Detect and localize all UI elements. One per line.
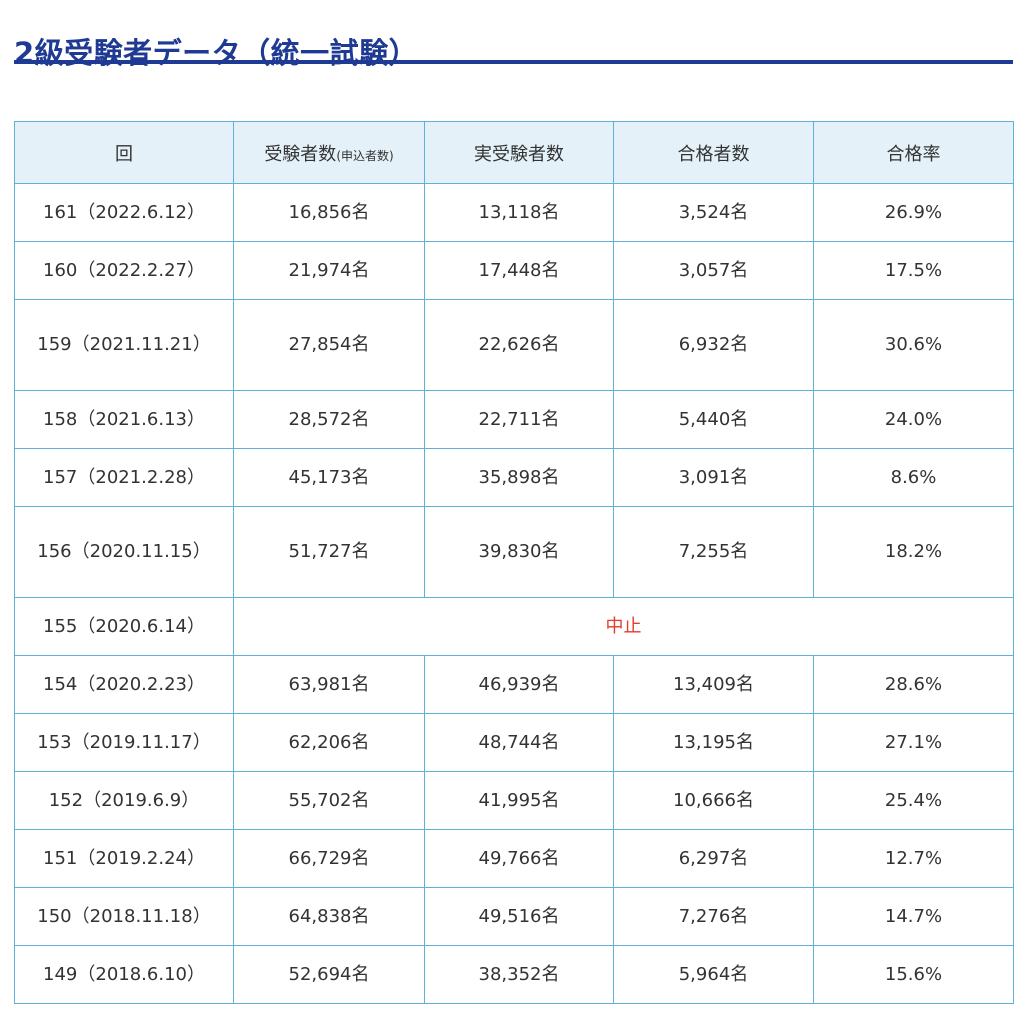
header-applicants-note: (申込者数) [336, 148, 394, 163]
table-row: 154（2020.2.23） 63,981名 46,939名 13,409名 2… [14, 655, 1014, 714]
cell-applicants: 51,727名 [233, 506, 425, 598]
cell-examinees: 22,711名 [424, 390, 614, 449]
cell-round: 152（2019.6.9） [14, 771, 234, 830]
table-row: 153（2019.11.17） 62,206名 48,744名 13,195名 … [14, 713, 1014, 772]
cell-rate: 25.4% [813, 771, 1014, 830]
cell-round: 154（2020.2.23） [14, 655, 234, 714]
cell-round: 157（2021.2.28） [14, 448, 234, 507]
cell-examinees: 49,766名 [424, 829, 614, 888]
cell-examinees: 39,830名 [424, 506, 614, 598]
cell-rate: 18.2% [813, 506, 1014, 598]
cell-round: 151（2019.2.24） [14, 829, 234, 888]
cell-round: 159（2021.11.21） [14, 299, 234, 391]
cell-passers: 6,932名 [613, 299, 814, 391]
table-row: 159（2021.11.21） 27,854名 22,626名 6,932名 3… [14, 299, 1014, 391]
cancelled-label: 中止 [233, 597, 1014, 656]
cell-round: 160（2022.2.27） [14, 241, 234, 300]
cell-round: 150（2018.11.18） [14, 887, 234, 946]
cell-applicants: 52,694名 [233, 945, 425, 1004]
table-row: 150（2018.11.18） 64,838名 49,516名 7,276名 1… [14, 887, 1014, 946]
cell-examinees: 17,448名 [424, 241, 614, 300]
cell-rate: 17.5% [813, 241, 1014, 300]
cell-passers: 7,276名 [613, 887, 814, 946]
cell-examinees: 13,118名 [424, 183, 614, 242]
cell-passers: 3,091名 [613, 448, 814, 507]
table-row: 149（2018.6.10） 52,694名 38,352名 5,964名 15… [14, 945, 1014, 1004]
cell-rate: 15.6% [813, 945, 1014, 1004]
table-row: 157（2021.2.28） 45,173名 35,898名 3,091名 8.… [14, 448, 1014, 507]
cell-rate: 24.0% [813, 390, 1014, 449]
table-header-row: 回 受験者数(申込者数) 実受験者数 合格者数 合格率 [14, 121, 1014, 184]
header-passers: 合格者数 [613, 121, 814, 184]
cell-applicants: 16,856名 [233, 183, 425, 242]
cell-rate: 14.7% [813, 887, 1014, 946]
table-row: 160（2022.2.27） 21,974名 17,448名 3,057名 17… [14, 241, 1014, 300]
cell-round: 155（2020.6.14） [14, 597, 234, 656]
cell-applicants: 63,981名 [233, 655, 425, 714]
page-title: 2級受験者データ（統一試験） [14, 36, 419, 71]
cell-rate: 30.6% [813, 299, 1014, 391]
cell-passers: 3,524名 [613, 183, 814, 242]
header-examinees: 実受験者数 [424, 121, 614, 184]
cell-applicants: 62,206名 [233, 713, 425, 772]
cell-round: 156（2020.11.15） [14, 506, 234, 598]
table-row: 156（2020.11.15） 51,727名 39,830名 7,255名 1… [14, 506, 1014, 598]
cell-examinees: 49,516名 [424, 887, 614, 946]
cell-rate: 12.7% [813, 829, 1014, 888]
table-row: 161（2022.6.12） 16,856名 13,118名 3,524名 26… [14, 183, 1014, 242]
cell-passers: 10,666名 [613, 771, 814, 830]
cell-applicants: 27,854名 [233, 299, 425, 391]
cell-round: 161（2022.6.12） [14, 183, 234, 242]
cell-passers: 13,409名 [613, 655, 814, 714]
cell-round: 153（2019.11.17） [14, 713, 234, 772]
header-rate: 合格率 [813, 121, 1014, 184]
table-row: 158（2021.6.13） 28,572名 22,711名 5,440名 24… [14, 390, 1014, 449]
cell-round: 149（2018.6.10） [14, 945, 234, 1004]
cell-passers: 13,195名 [613, 713, 814, 772]
table-row: 152（2019.6.9） 55,702名 41,995名 10,666名 25… [14, 771, 1014, 830]
cell-passers: 5,964名 [613, 945, 814, 1004]
cell-passers: 5,440名 [613, 390, 814, 449]
cell-examinees: 22,626名 [424, 299, 614, 391]
exam-data-table: 回 受験者数(申込者数) 実受験者数 合格者数 合格率 161（2022.6.1… [14, 121, 1014, 1004]
header-applicants: 受験者数(申込者数) [233, 121, 425, 184]
cell-examinees: 38,352名 [424, 945, 614, 1004]
cell-applicants: 21,974名 [233, 241, 425, 300]
cell-round: 158（2021.6.13） [14, 390, 234, 449]
cell-rate: 8.6% [813, 448, 1014, 507]
cell-examinees: 48,744名 [424, 713, 614, 772]
cell-applicants: 45,173名 [233, 448, 425, 507]
header-applicants-label: 受験者数 [264, 143, 337, 165]
cell-rate: 26.9% [813, 183, 1014, 242]
cell-passers: 7,255名 [613, 506, 814, 598]
cell-examinees: 35,898名 [424, 448, 614, 507]
cell-rate: 27.1% [813, 713, 1014, 772]
cell-applicants: 55,702名 [233, 771, 425, 830]
cell-rate: 28.6% [813, 655, 1014, 714]
cell-examinees: 46,939名 [424, 655, 614, 714]
table-row: 151（2019.2.24） 66,729名 49,766名 6,297名 12… [14, 829, 1014, 888]
header-round: 回 [14, 121, 234, 184]
cell-passers: 3,057名 [613, 241, 814, 300]
title-underline [14, 60, 1013, 64]
cell-applicants: 66,729名 [233, 829, 425, 888]
cell-applicants: 64,838名 [233, 887, 425, 946]
cell-passers: 6,297名 [613, 829, 814, 888]
table-row-cancelled: 155（2020.6.14） 中止 [14, 597, 1014, 656]
cell-examinees: 41,995名 [424, 771, 614, 830]
cell-applicants: 28,572名 [233, 390, 425, 449]
